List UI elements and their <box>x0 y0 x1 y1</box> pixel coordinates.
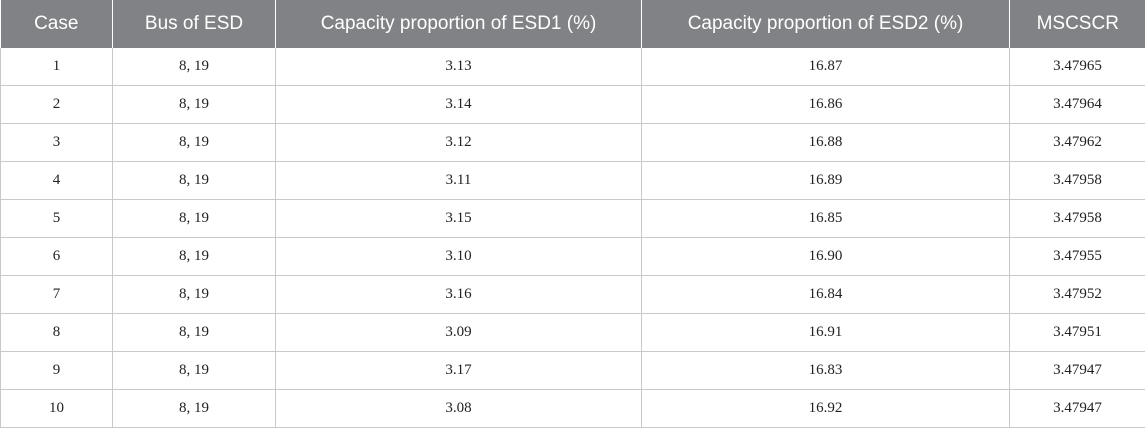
header-case: Case <box>0 0 113 48</box>
cell-case: 7 <box>0 275 113 314</box>
cell-case: 9 <box>0 351 113 390</box>
cell-capacity-esd2: 16.90 <box>641 237 1010 276</box>
cell-capacity-esd1: 3.15 <box>275 199 642 238</box>
table-header: Case Bus of ESD Capacity proportion of E… <box>0 0 1145 48</box>
cell-capacity-esd1: 3.10 <box>275 237 642 276</box>
header-capacity-esd2: Capacity proportion of ESD2 (%) <box>641 0 1010 48</box>
cell-case: 3 <box>0 123 113 162</box>
cell-bus-of-esd: 8, 19 <box>112 48 276 86</box>
cell-capacity-esd2: 16.84 <box>641 275 1010 314</box>
header-mscscr: MSCSCR <box>1009 0 1145 48</box>
cell-mscscr: 3.47952 <box>1009 275 1145 314</box>
cell-mscscr: 3.47962 <box>1009 123 1145 162</box>
cell-case: 10 <box>0 389 113 428</box>
cell-capacity-esd1: 3.17 <box>275 351 642 390</box>
cell-capacity-esd2: 16.86 <box>641 85 1010 124</box>
cell-bus-of-esd: 8, 19 <box>112 313 276 352</box>
cell-capacity-esd2: 16.87 <box>641 48 1010 86</box>
cell-bus-of-esd: 8, 19 <box>112 85 276 124</box>
cell-case: 5 <box>0 199 113 238</box>
cell-capacity-esd1: 3.14 <box>275 85 642 124</box>
cell-capacity-esd1: 3.16 <box>275 275 642 314</box>
cell-capacity-esd2: 16.83 <box>641 351 1010 390</box>
cell-bus-of-esd: 8, 19 <box>112 123 276 162</box>
cell-case: 2 <box>0 85 113 124</box>
cell-case: 8 <box>0 313 113 352</box>
cell-capacity-esd1: 3.08 <box>275 389 642 428</box>
header-row: Case Bus of ESD Capacity proportion of E… <box>0 0 1145 48</box>
table-row: 6 8, 19 3.10 16.90 3.47955 <box>0 237 1145 276</box>
header-capacity-esd1: Capacity proportion of ESD1 (%) <box>275 0 642 48</box>
cell-capacity-esd2: 16.92 <box>641 389 1010 428</box>
cell-bus-of-esd: 8, 19 <box>112 237 276 276</box>
cell-bus-of-esd: 8, 19 <box>112 389 276 428</box>
cell-capacity-esd2: 16.85 <box>641 199 1010 238</box>
cell-capacity-esd1: 3.12 <box>275 123 642 162</box>
cell-capacity-esd2: 16.89 <box>641 161 1010 200</box>
table-row: 3 8, 19 3.12 16.88 3.47962 <box>0 123 1145 162</box>
table-body: 1 8, 19 3.13 16.87 3.47965 2 8, 19 3.14 16.86 3.4… <box>0 48 1145 428</box>
cell-mscscr: 3.47951 <box>1009 313 1145 352</box>
cell-mscscr: 3.47958 <box>1009 199 1145 238</box>
cell-mscscr: 3.47947 <box>1009 389 1145 428</box>
cell-capacity-esd1: 3.13 <box>275 48 642 86</box>
table-row: 9 8, 19 3.17 16.83 3.47947 <box>0 351 1145 390</box>
cell-bus-of-esd: 8, 19 <box>112 275 276 314</box>
table-row: 2 8, 19 3.14 16.86 3.47964 <box>0 85 1145 124</box>
table-row: 5 8, 19 3.15 16.85 3.47958 <box>0 199 1145 238</box>
cell-mscscr: 3.47947 <box>1009 351 1145 390</box>
cell-case: 6 <box>0 237 113 276</box>
table-row: 10 8, 19 3.08 16.92 3.47947 <box>0 389 1145 428</box>
cell-bus-of-esd: 8, 19 <box>112 351 276 390</box>
cell-mscscr: 3.47955 <box>1009 237 1145 276</box>
table-row: 1 8, 19 3.13 16.87 3.47965 <box>0 48 1145 86</box>
cell-bus-of-esd: 8, 19 <box>112 199 276 238</box>
cell-capacity-esd1: 3.09 <box>275 313 642 352</box>
table-row: 4 8, 19 3.11 16.89 3.47958 <box>0 161 1145 200</box>
cell-case: 4 <box>0 161 113 200</box>
cell-mscscr: 3.47965 <box>1009 48 1145 86</box>
cell-mscscr: 3.47964 <box>1009 85 1145 124</box>
table-row: 7 8, 19 3.16 16.84 3.47952 <box>0 275 1145 314</box>
cell-capacity-esd2: 16.88 <box>641 123 1010 162</box>
header-bus-of-esd: Bus of ESD <box>112 0 276 48</box>
cell-capacity-esd2: 16.91 <box>641 313 1010 352</box>
cell-bus-of-esd: 8, 19 <box>112 161 276 200</box>
cell-capacity-esd1: 3.11 <box>275 161 642 200</box>
table-row: 8 8, 19 3.09 16.91 3.47951 <box>0 313 1145 352</box>
cell-case: 1 <box>0 48 113 86</box>
cell-mscscr: 3.47958 <box>1009 161 1145 200</box>
